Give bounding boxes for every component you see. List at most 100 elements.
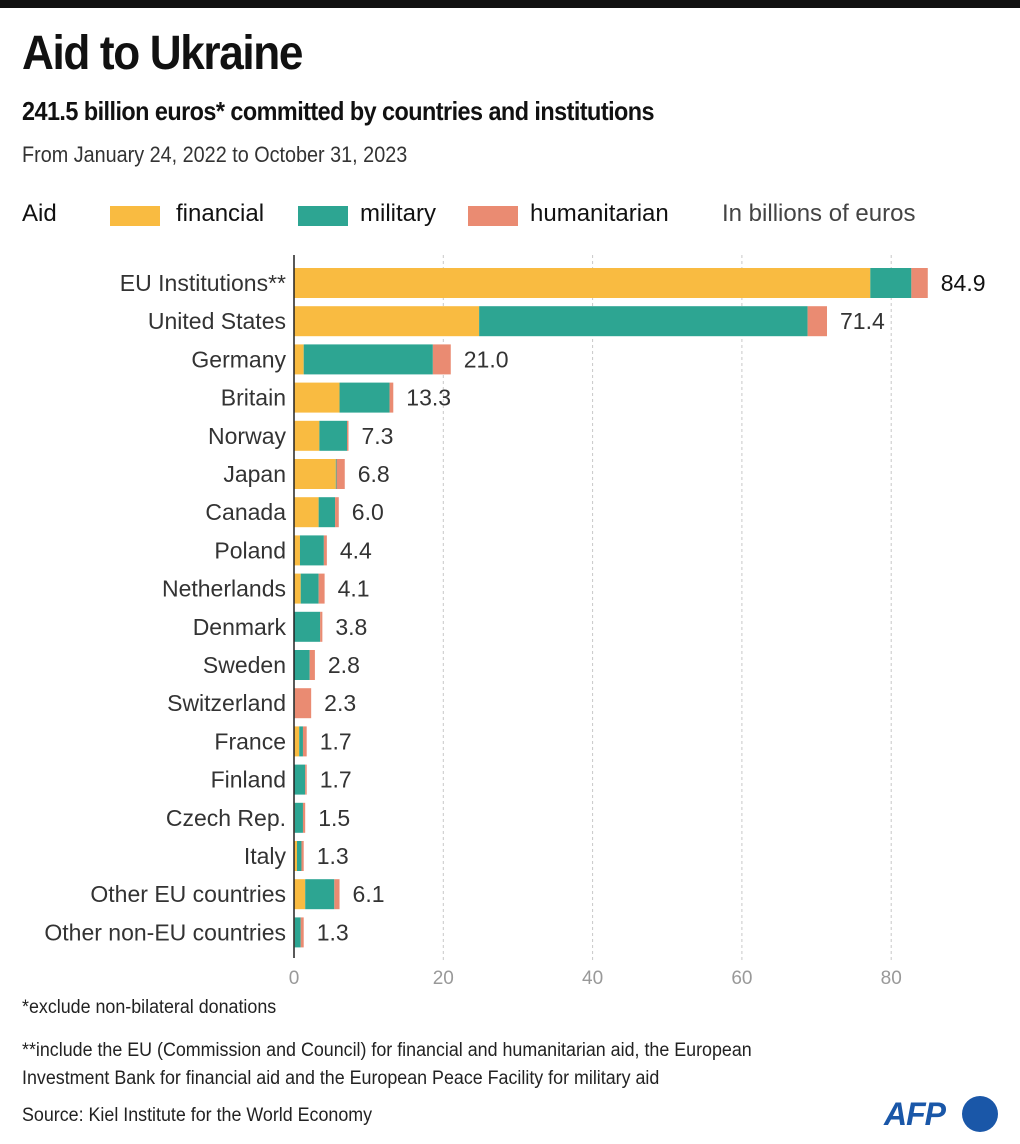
bar-segment-financial <box>294 268 871 298</box>
total-value-label: 1.3 <box>317 843 349 869</box>
bar-segment-humanitarian <box>300 917 304 948</box>
category-label: Italy <box>244 843 287 869</box>
category-label: Poland <box>214 537 286 563</box>
category-label: Britain <box>221 385 286 411</box>
bar-segment-humanitarian <box>807 306 828 337</box>
total-value-label: 13.3 <box>406 385 451 411</box>
footnote-2-line-2: Investment Bank for financial aid and th… <box>22 1068 660 1089</box>
category-label: Netherlands <box>162 576 286 602</box>
total-value-label: 1.7 <box>320 728 352 754</box>
category-label: Switzerland <box>167 690 286 716</box>
category-label: Norway <box>208 423 286 449</box>
bar-segment-humanitarian <box>294 688 312 719</box>
total-value-label: 6.1 <box>353 881 385 907</box>
bar-segment-humanitarian <box>335 497 339 528</box>
unit-label: In billions of euros <box>722 200 916 227</box>
x-tick-label: 80 <box>881 968 902 989</box>
legend-swatch-humanitarian <box>468 206 518 226</box>
bar-segment-military <box>319 420 348 451</box>
bar-segment-financial <box>294 344 304 375</box>
bar-segment-military <box>299 726 303 757</box>
bar-segment-military <box>294 650 310 680</box>
category-label: Czech Rep. <box>166 805 286 831</box>
bar-segment-humanitarian <box>309 650 315 680</box>
bar-segment-military <box>294 611 321 642</box>
chart-subtitle: 241.5 billion euros* committed by countr… <box>22 96 655 126</box>
bar-segment-financial <box>294 420 320 451</box>
bar-segment-military <box>299 535 324 566</box>
bar-segment-military <box>305 879 335 910</box>
total-value-label: 4.4 <box>340 537 372 563</box>
total-value-label: 21.0 <box>464 346 509 372</box>
bar-segment-military <box>870 268 912 298</box>
x-tick-label: 0 <box>289 968 300 989</box>
legend-item-financial: financial <box>176 200 265 227</box>
total-value-label: 1.3 <box>317 919 349 945</box>
category-label: Other EU countries <box>90 881 286 907</box>
bar-segment-humanitarian <box>389 382 394 413</box>
bar-segment-humanitarian <box>320 611 323 642</box>
category-label: Sweden <box>203 652 286 678</box>
bar-segment-military <box>318 497 336 528</box>
source-note: Source: Kiel Institute for the World Eco… <box>22 1105 373 1126</box>
bar-segment-humanitarian <box>301 841 304 871</box>
bar-segment-humanitarian <box>911 268 928 298</box>
total-value-label: 3.8 <box>335 614 367 640</box>
chart-title: Aid to Ukraine <box>22 27 303 80</box>
category-label: EU Institutions** <box>120 270 286 296</box>
category-label: United States <box>148 308 286 334</box>
total-value-label: 6.0 <box>352 499 384 525</box>
category-label: Germany <box>191 346 286 372</box>
category-label: Canada <box>205 499 286 525</box>
total-value-label: 2.8 <box>328 652 360 678</box>
category-label: France <box>214 728 286 754</box>
legend-label: Aid <box>22 200 57 227</box>
total-value-label: 6.8 <box>358 461 390 487</box>
bar-segment-financial <box>294 841 297 871</box>
bar-segment-financial <box>294 382 340 413</box>
bar-segment-military <box>303 344 433 375</box>
x-tick-label: 40 <box>582 968 603 989</box>
bar-segment-military <box>296 841 302 871</box>
legend-swatch-financial <box>110 206 160 226</box>
legend-item-military: military <box>360 200 436 227</box>
bar-segment-humanitarian <box>305 764 307 795</box>
bar-segment-financial <box>294 573 301 604</box>
bar-segment-financial <box>294 535 300 566</box>
category-label: Other non-EU countries <box>44 919 286 945</box>
bar-segment-military <box>479 306 808 337</box>
bar-segment-financial <box>294 879 306 910</box>
legend-swatch-military <box>298 206 348 226</box>
afp-logo-dot-icon <box>962 1096 998 1132</box>
total-value-label: 71.4 <box>840 308 885 334</box>
total-value-label: 2.3 <box>324 690 356 716</box>
top-rule <box>0 0 1020 8</box>
bar-segment-financial <box>294 306 480 337</box>
bar-segment-humanitarian <box>318 573 325 604</box>
bar-segment-humanitarian <box>432 344 451 375</box>
legend-item-humanitarian: humanitarian <box>530 200 669 227</box>
bar-segment-financial <box>294 459 336 489</box>
total-value-label: 1.5 <box>318 805 350 831</box>
category-label: Finland <box>211 767 286 793</box>
total-value-label: 7.3 <box>361 423 393 449</box>
bar-segment-humanitarian <box>302 802 306 833</box>
bar-segment-humanitarian <box>302 726 307 757</box>
bar-segment-military <box>339 382 390 413</box>
footnote-1: *exclude non-bilateral donations <box>22 997 277 1018</box>
footnote-2-line-1: **include the EU (Commission and Council… <box>22 1040 752 1061</box>
total-value-label: 1.7 <box>320 767 352 793</box>
bar-segment-humanitarian <box>336 459 345 489</box>
bar-segment-military <box>294 764 306 795</box>
bar-segment-military <box>294 917 301 948</box>
x-tick-label: 60 <box>731 968 752 989</box>
bar-segment-humanitarian <box>334 879 340 910</box>
bar-segment-military <box>300 573 319 604</box>
x-tick-label: 20 <box>433 968 454 989</box>
category-label: Denmark <box>193 614 287 640</box>
date-range: From January 24, 2022 to October 31, 202… <box>22 142 408 167</box>
bar-segment-humanitarian <box>347 420 349 451</box>
afp-logo: AFP <box>884 1096 1002 1132</box>
total-value-label: 84.9 <box>941 270 986 296</box>
bar-chart: 0 20 40 60 80 EU Institutions** 84.9 United Sta… <box>44 255 986 989</box>
